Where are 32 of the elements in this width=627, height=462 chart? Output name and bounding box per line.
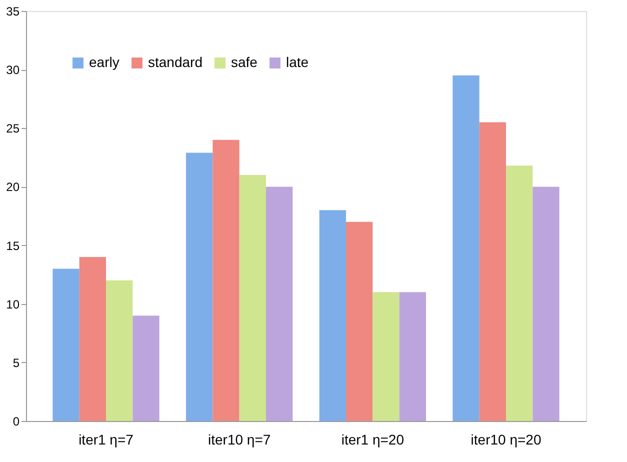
bar <box>319 210 346 421</box>
bar <box>79 257 106 421</box>
y-tick-label: 5 <box>12 356 20 370</box>
bar <box>452 75 480 421</box>
bar <box>186 152 213 421</box>
bar <box>506 166 533 421</box>
legend-label: late <box>286 54 309 70</box>
bar <box>372 292 400 421</box>
y-tick-label: 30 <box>6 63 20 78</box>
y-tick-label: 15 <box>6 238 20 253</box>
x-tick-label: iter1 η=20 <box>341 432 404 448</box>
bar <box>106 280 133 421</box>
x-tick-label: iter10 η=7 <box>208 432 271 448</box>
bar <box>52 268 80 421</box>
y-tick-label: 10 <box>6 297 20 312</box>
bar <box>532 186 560 421</box>
bar <box>399 292 426 421</box>
bar <box>346 222 373 421</box>
legend-label: early <box>89 54 120 70</box>
y-tick-label: 0 <box>12 414 20 428</box>
bar <box>239 175 266 421</box>
bar <box>479 122 506 421</box>
y-tick-label: 25 <box>6 122 20 136</box>
x-tick-label: iter1 η=7 <box>78 432 134 448</box>
y-tick-label: 35 <box>6 4 20 18</box>
bar <box>132 316 160 421</box>
legend-label: safe <box>231 54 258 70</box>
bar <box>266 186 293 421</box>
x-tick-label: iter10 η=20 <box>470 432 542 448</box>
bar <box>212 140 240 421</box>
legend-label: standard <box>148 54 202 70</box>
y-tick-label: 20 <box>6 180 20 194</box>
